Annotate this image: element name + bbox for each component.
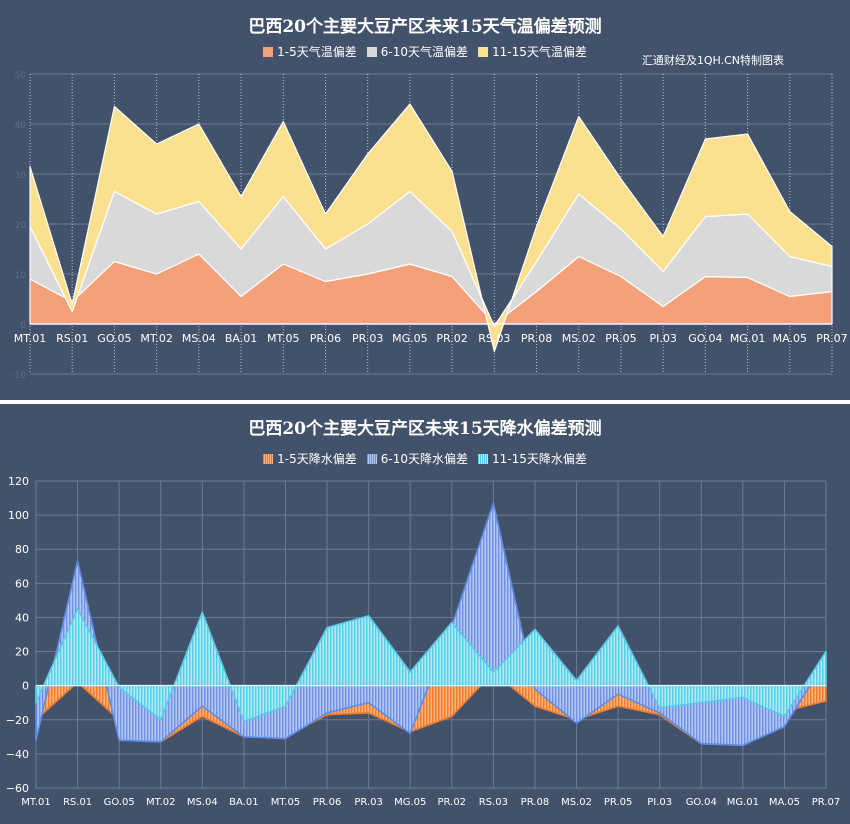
legend: 1-5天气温偏差 6-10天气温偏差 11-15天气温偏差 [0,43,850,60]
legend-swatch [477,46,488,57]
y-tick-label: -10 [11,371,26,381]
area-series [35,608,827,723]
y-tick-label: 0 [20,321,26,331]
x-tick-label: PI.03 [647,797,672,808]
temperature-chart-panel: 巴西20个主要大豆产区未来15天气温偏差预测 1-5天气温偏差 6-10天气温偏… [0,0,850,400]
y-tick-label: 20 [15,221,27,231]
legend: 1-5天降水偏差 6-10天降水偏差 11-15天降水偏差 [0,450,850,467]
y-tick-label: 100 [8,509,29,522]
legend-item-rain-11-15: 11-15天降水偏差 [477,450,587,467]
legend-item-temp-1-5: 1-5天气温偏差 [263,43,357,60]
x-tick-label: MS.02 [562,332,596,345]
legend-label: 6-10天降水偏差 [380,452,468,466]
x-tick-label: PR.07 [816,332,847,345]
x-tick-label: RS.03 [479,797,508,808]
x-tick-label: PR.06 [310,332,341,345]
y-tick-label: 60 [15,577,29,590]
x-tick-label: PR.08 [521,332,552,345]
x-tick-label: MG.01 [730,332,766,345]
y-tick-label: 120 [8,475,29,488]
x-tick-label: MT.02 [146,797,175,808]
x-tick-label: GO.05 [97,332,131,345]
legend-swatch [366,46,377,57]
legend-item-temp-11-15: 11-15天气温偏差 [477,43,587,60]
legend-swatch [366,453,377,464]
x-tick-label: MT.05 [271,797,300,808]
legend-label: 1-5天降水偏差 [277,452,357,466]
x-tick-label: MT.01 [21,797,50,808]
x-tick-label: MG.01 [727,797,759,808]
x-tick-label: MA.05 [773,332,807,345]
x-tick-label: MS.02 [561,797,592,808]
x-tick-label: PR.05 [605,332,636,345]
legend-swatch [263,453,274,464]
x-tick-label: PR.02 [436,332,467,345]
y-tick-label: 50 [15,71,27,81]
y-tick-label: 80 [15,543,29,556]
x-tick-label: MA.05 [769,797,800,808]
x-tick-label: BA.01 [225,332,257,345]
y-tick-label: −60 [6,782,29,795]
legend-swatch [477,453,488,464]
x-tick-label: GO.04 [688,332,722,345]
x-tick-label: RS.01 [63,797,92,808]
y-tick-label: 0 [22,680,29,693]
x-tick-label: MS.04 [182,332,216,345]
x-tick-label: MG.05 [392,332,428,345]
legend-label: 11-15天降水偏差 [491,452,587,466]
x-tick-label: RS.03 [478,332,510,345]
x-tick-label: MT.01 [14,332,46,345]
y-tick-label: −40 [6,748,29,761]
legend-label: 6-10天气温偏差 [380,45,468,59]
x-tick-label: GO.05 [104,797,135,808]
y-tick-label: −20 [6,714,29,727]
legend-label: 1-5天气温偏差 [277,45,357,59]
y-tick-label: 10 [15,271,27,281]
x-tick-label: MS.04 [187,797,218,808]
x-tick-label: RS.01 [56,332,88,345]
x-tick-label: PR.06 [313,797,342,808]
precipitation-chart-svg: −60 −40 −20 0 20 40 60 80 100 120 MT.01 RS.01 GO.05 M… [6,475,841,808]
x-tick-label: MT.02 [140,332,172,345]
legend-swatch [263,46,274,57]
chart-title: 巴西20个主要大豆产区未来15天降水偏差预测 [248,419,602,439]
legend-item-temp-6-10: 6-10天气温偏差 [366,43,468,60]
source-note: 汇通财经及1QH.CN特制图表 [641,54,784,67]
x-tick-label: PR.08 [521,797,550,808]
x-tick-label: PR.07 [812,797,841,808]
x-tick-label: PR.02 [438,797,467,808]
x-tick-label: PR.03 [354,797,383,808]
x-tick-label: GO.04 [686,797,717,808]
legend-item-rain-1-5: 1-5天降水偏差 [263,450,357,467]
x-tick-label: PR.05 [604,797,633,808]
x-tick-label: PR.03 [352,332,383,345]
legend-item-rain-6-10: 6-10天降水偏差 [366,450,468,467]
area-series [29,103,833,353]
legend-label: 11-15天气温偏差 [491,45,587,59]
x-tick-label: BA.01 [229,797,258,808]
x-tick-label: MG.05 [394,797,426,808]
x-tick-label: MT.05 [267,332,299,345]
y-tick-label: 40 [15,121,27,131]
x-tick-label: PI.03 [649,332,676,345]
temperature-chart-svg: -10 0 10 20 30 40 50 MT.01 RS.01 GO.05 MT.02 MS.04 B… [11,71,847,381]
y-tick-label: 20 [15,646,29,659]
y-tick-label: 30 [15,171,27,181]
precipitation-chart-panel: 巴西20个主要大豆产区未来15天降水偏差预测 1-5天降水偏差 6-10天降水偏… [0,404,850,824]
chart-title: 巴西20个主要大豆产区未来15天气温偏差预测 [248,17,602,37]
y-tick-label: 40 [15,611,29,624]
